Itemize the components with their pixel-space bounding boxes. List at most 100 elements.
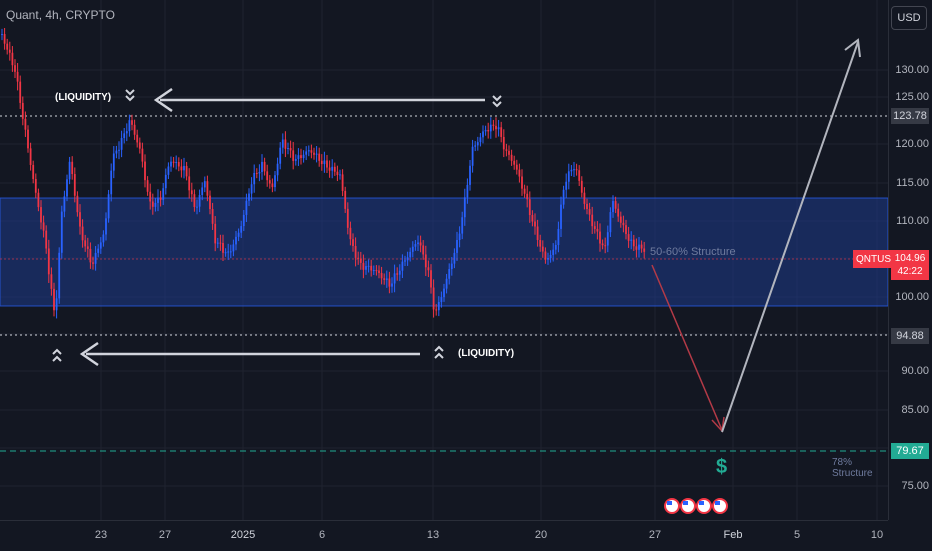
candle-body [105, 218, 107, 235]
time-axis[interactable]: 23 27 2025 6 13 20 27 Feb 5 10 [0, 520, 888, 551]
candle-body [271, 183, 274, 188]
candle-body [237, 232, 240, 237]
candle-body [141, 148, 144, 162]
candle-body [476, 142, 479, 146]
candle-body [339, 174, 341, 176]
candle-body [164, 174, 167, 189]
candle-body [292, 150, 295, 161]
candle-body [544, 251, 547, 260]
candle-body [383, 278, 386, 280]
candle-body [110, 170, 113, 195]
candle-body [409, 251, 412, 258]
candle-body [349, 227, 352, 240]
candle-body [60, 211, 63, 253]
candle-body [593, 226, 596, 229]
candle-body [635, 246, 638, 250]
candle-body [612, 201, 614, 213]
candle-body [175, 162, 178, 164]
candle-body [357, 257, 360, 259]
candle-body [528, 199, 531, 216]
candle-body [55, 298, 58, 311]
candle-body [159, 197, 162, 200]
liquidity-bottom-arrow [79, 341, 420, 367]
candle-body [297, 155, 300, 159]
candle-body [560, 204, 562, 229]
candle-body [302, 154, 305, 159]
time-tick-label: 10 [870, 529, 884, 541]
candle-body [97, 248, 100, 253]
candle-body [562, 189, 565, 205]
price-tick-label: 120.00 [895, 138, 929, 150]
candle-body [92, 262, 94, 264]
candle-body [151, 201, 154, 207]
candle-body [196, 206, 198, 208]
chart-area[interactable]: Quant, 4h, CRYPTO (LIQUIDITY) (LIQUIDITY… [0, 0, 888, 520]
candle-body [279, 147, 282, 164]
candle-body [539, 239, 542, 247]
candle-body [203, 181, 206, 188]
candle-body [578, 170, 581, 181]
low-price-tag: 94.88 [891, 328, 929, 344]
candle-body [3, 34, 6, 44]
candle-body [66, 179, 68, 197]
candle-body [492, 124, 495, 126]
price-tick-label: 100.00 [895, 291, 929, 303]
candle-body [396, 273, 399, 275]
flag-canton [699, 501, 704, 505]
candle-body [365, 266, 367, 270]
candle-body [235, 236, 237, 245]
symbol-title[interactable]: Quant, 4h, CRYPTO [6, 8, 115, 22]
candle-body [136, 134, 139, 143]
candle-body [253, 172, 256, 185]
candle-body [250, 184, 253, 194]
candle-body [146, 180, 149, 192]
price-chart[interactable] [0, 0, 888, 520]
candle-body [53, 288, 55, 311]
candle-body [258, 172, 261, 174]
candle-body [599, 231, 601, 244]
price-tick-label: 110.00 [896, 215, 929, 227]
candle-body [552, 249, 555, 255]
candle-body [630, 239, 633, 241]
candle-body [242, 214, 245, 227]
candle-body [419, 242, 422, 246]
candle-body [227, 251, 230, 253]
candle-body [417, 242, 419, 245]
candle-body [580, 180, 583, 193]
candle-body [305, 151, 308, 155]
candle-body [245, 200, 248, 215]
candle-body [508, 150, 510, 155]
candle-body [515, 164, 518, 170]
candle-body [487, 129, 490, 132]
candle-body [232, 244, 235, 252]
candle-body [385, 278, 388, 280]
candle-body [435, 309, 438, 311]
price-tick-label: 85.00 [901, 404, 929, 416]
economic-events[interactable] [664, 498, 728, 514]
candle-body [627, 234, 630, 241]
candle-body [443, 288, 445, 298]
currency-button[interactable]: USD [891, 6, 927, 30]
candle-body [554, 244, 557, 250]
candle-body [214, 223, 217, 244]
chevron-up-icon [52, 345, 444, 362]
dollar-icon: $ [716, 456, 728, 478]
candle-body [448, 269, 451, 279]
candle-body [209, 195, 211, 210]
candle-body [94, 252, 97, 264]
candle-body [89, 248, 92, 263]
candle-body [401, 261, 404, 271]
time-tick-label: 5 [793, 529, 801, 541]
candle-body [489, 124, 492, 132]
price-tick-label: 75.00 [901, 480, 929, 492]
candle-body [567, 171, 570, 182]
high-price-tag: 123.78 [891, 108, 929, 124]
candle-body [573, 169, 575, 171]
candles [1, 27, 646, 319]
candle-body [523, 188, 526, 194]
candle-body [474, 145, 477, 147]
time-tick-label: 27 [648, 529, 662, 541]
candle-body [557, 228, 560, 245]
countdown: 42:22 [897, 266, 923, 277]
bullish-projection-arrow [721, 38, 861, 433]
